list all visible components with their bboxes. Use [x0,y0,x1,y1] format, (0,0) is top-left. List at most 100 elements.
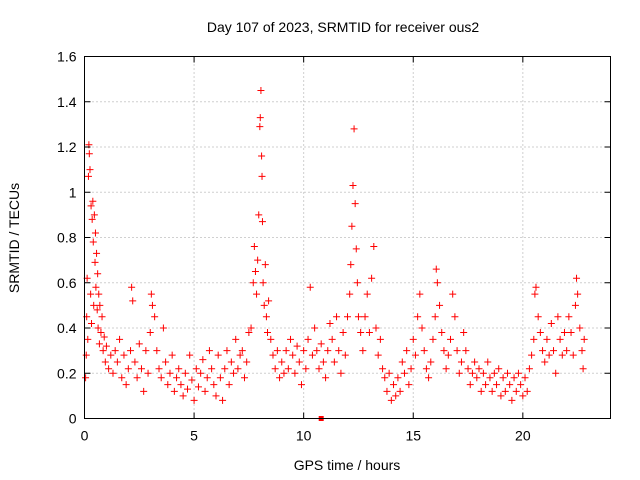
data-point [530,335,538,343]
data-point [431,313,439,321]
data-point [100,333,108,341]
data-point [293,342,301,350]
data-point [238,347,246,355]
data-point [137,365,145,373]
y-tick-label: 0.4 [57,320,77,336]
data-point [517,381,525,389]
data-point [398,358,406,366]
data-point [102,342,110,350]
data-point [315,365,323,373]
data-point [258,172,266,180]
data-point [348,222,356,230]
data-point [88,215,96,223]
data-point [282,347,290,355]
data-point [205,347,213,355]
data-point [464,365,472,373]
data-point [493,381,501,389]
data-point [113,358,121,366]
data-point [390,381,398,389]
y-tick-label: 0.8 [57,230,77,246]
data-point [565,313,573,321]
data-point [576,324,584,332]
data-point [287,335,295,343]
x-tick-label: 5 [190,428,198,444]
data-point [460,329,468,337]
data-point [422,365,430,373]
data-point [177,381,185,389]
data-point [497,392,505,400]
data-point [232,335,240,343]
data-point [249,279,257,287]
data-point [420,347,428,355]
y-tick-label: 1.6 [57,49,77,65]
data-point [199,356,207,364]
data-point [253,290,261,298]
data-point [107,351,115,359]
data-point [357,329,365,337]
data-point [203,374,211,382]
data-point [240,374,248,382]
data-point [128,283,136,291]
data-point [175,365,183,373]
data-point [184,385,192,393]
data-point [427,358,435,366]
data-point [330,358,338,366]
data-point [264,329,272,337]
data-point [438,329,446,337]
data-point [578,347,586,355]
data-point [90,301,98,309]
data-point [468,369,476,377]
data-point [94,324,102,332]
data-point [201,387,209,395]
data-point [255,211,263,219]
data-point [457,358,465,366]
data-point [212,392,220,400]
data-point [574,290,582,298]
data-point [109,369,117,377]
data-point [278,358,286,366]
data-point [93,306,101,314]
data-point [385,369,393,377]
data-point [536,329,544,337]
data-point [93,249,101,257]
y-tick-label: 1.2 [57,139,77,155]
y-tick-label: 0.6 [57,275,77,291]
data-point [91,258,99,266]
data-point [291,369,299,377]
data-point [261,261,269,269]
data-point [411,351,419,359]
data-point [225,381,233,389]
data-point [194,383,202,391]
data-point [503,369,511,377]
data-point [144,369,152,377]
data-point [403,347,411,355]
data-point [124,365,132,373]
data-point [539,347,547,355]
data-point [133,374,141,382]
data-point [140,387,148,395]
data-point [221,365,229,373]
data-point [333,313,341,321]
data-point [250,243,258,251]
data-point [181,369,189,377]
data-point [265,297,273,305]
data-point [455,369,463,377]
data-point [297,381,305,389]
data-point [506,381,514,389]
data-point [179,392,187,400]
data-point [579,365,587,373]
y-axis-label: SRMTID / TECUs [6,183,22,293]
data-point [370,243,378,251]
data-point [257,86,265,94]
data-point [432,265,440,273]
data-point [387,396,395,404]
data-point [519,392,527,400]
data-point [155,365,163,373]
data-point [98,313,106,321]
data-point [157,374,165,382]
data-point [560,329,568,337]
data-point [374,351,382,359]
data-point [105,365,113,373]
data-point [192,365,200,373]
data-point [556,335,564,343]
